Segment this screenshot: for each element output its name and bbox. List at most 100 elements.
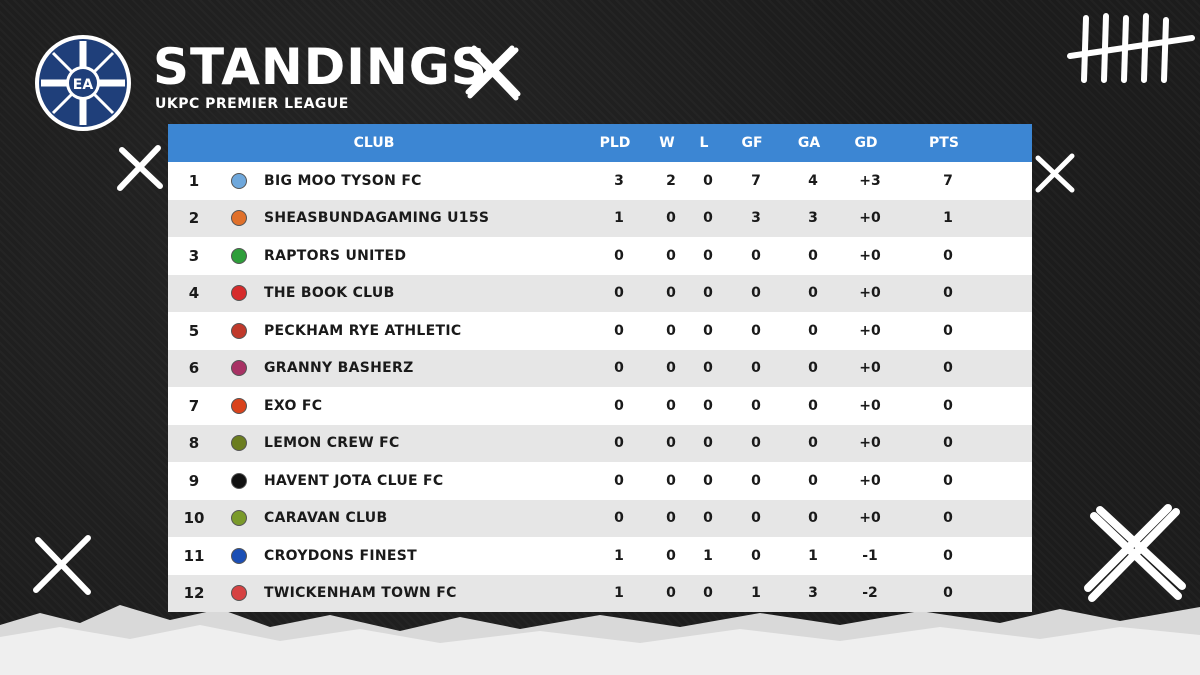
goal-difference-cell: +0 — [859, 322, 881, 339]
goal-difference-cell: +0 — [859, 435, 881, 452]
wins-cell: 2 — [666, 172, 676, 189]
club-crest-icon — [231, 547, 247, 564]
club-crest-icon — [231, 360, 247, 377]
club-name-cell: PECKHAM RYE ATHLETIC — [264, 322, 462, 339]
position-cell: 5 — [188, 321, 200, 340]
table-row: 2 SHEASBUNDAGAMING U15S 1 0 0 3 3 +0 1 — [168, 199, 1032, 237]
goals-against-cell: 1 — [808, 547, 818, 564]
club-badge-icon — [216, 285, 262, 302]
played-cell: 0 — [614, 322, 624, 339]
standings-table: CLUB PLD W L GF GA GD PTS 1 BIG MOO TYSON… — [168, 124, 1032, 612]
x-mark-icon — [1084, 504, 1186, 602]
goals-for-cell: 0 — [751, 435, 761, 452]
losses-cell: 0 — [703, 172, 713, 189]
goals-against-cell: 0 — [808, 247, 818, 264]
club-badge-icon — [216, 510, 262, 527]
goal-difference-cell: +0 — [859, 285, 881, 302]
club-badge-icon — [216, 547, 262, 564]
losses-cell: 1 — [703, 547, 713, 564]
column-header-ga: GA — [797, 135, 821, 151]
table-row: 4 THE BOOK CLUB 0 0 0 0 0 +0 0 — [168, 274, 1032, 312]
club-crest-icon — [231, 172, 247, 189]
goals-against-cell: 0 — [808, 435, 818, 452]
wins-cell: 0 — [666, 322, 676, 339]
svg-text:EA: EA — [73, 77, 94, 93]
goals-for-cell: 0 — [751, 510, 761, 527]
wins-cell: 0 — [666, 472, 676, 489]
played-cell: 0 — [614, 472, 624, 489]
page-title: STANDINGS — [153, 38, 488, 96]
goals-against-cell: 0 — [808, 322, 818, 339]
goal-difference-cell: +0 — [859, 247, 881, 264]
wins-cell: 0 — [666, 510, 676, 527]
goals-for-cell: 0 — [751, 547, 761, 564]
wins-cell: 0 — [666, 285, 676, 302]
goals-against-cell: 0 — [808, 397, 818, 414]
points-cell: 0 — [943, 585, 953, 602]
club-name-cell: LEMON CREW FC — [264, 435, 400, 452]
x-mark-icon — [465, 45, 521, 101]
wins-cell: 0 — [666, 397, 676, 414]
losses-cell: 0 — [703, 322, 713, 339]
table-row: 9 HAVENT JOTA CLUE FC 0 0 0 0 0 +0 0 — [168, 462, 1032, 500]
position-cell: 3 — [188, 246, 200, 265]
club-crest-icon — [231, 247, 247, 264]
goals-against-cell: 3 — [808, 585, 818, 602]
table-row: 1 BIG MOO TYSON FC 3 2 0 7 4 +3 7 — [168, 162, 1032, 200]
goal-difference-cell: +0 — [859, 510, 881, 527]
points-cell: 1 — [943, 210, 953, 227]
goal-difference-cell: +3 — [859, 172, 881, 189]
table-body: 1 BIG MOO TYSON FC 3 2 0 7 4 +3 7 2 SHEASBUNDAGAMI… — [168, 162, 1032, 612]
club-badge-icon — [216, 435, 262, 452]
played-cell: 0 — [614, 435, 624, 452]
club-badge-icon — [216, 172, 262, 189]
position-cell: 8 — [188, 434, 200, 453]
position-cell: 6 — [188, 359, 200, 378]
table-row: 8 LEMON CREW FC 0 0 0 0 0 +0 0 — [168, 424, 1032, 462]
column-header-pld: PLD — [599, 135, 631, 151]
club-crest-icon — [231, 285, 247, 302]
wins-cell: 0 — [666, 585, 676, 602]
goal-difference-cell: +0 — [859, 360, 881, 377]
losses-cell: 0 — [703, 210, 713, 227]
losses-cell: 0 — [703, 247, 713, 264]
club-badge-icon — [216, 322, 262, 339]
club-crest-icon — [231, 435, 247, 452]
points-cell: 0 — [943, 472, 953, 489]
club-badge-icon — [216, 585, 262, 602]
points-cell: 0 — [943, 322, 953, 339]
league-name: UKPC PREMIER LEAGUE — [155, 96, 349, 112]
column-header-l: L — [699, 135, 709, 151]
table-row: 12 TWICKENHAM TOWN FC 1 0 0 1 3 -2 0 — [168, 574, 1032, 612]
position-cell: 1 — [188, 171, 200, 190]
club-name-cell: SHEASBUNDAGAMING U15S — [264, 210, 490, 227]
club-name-cell: EXO FC — [264, 397, 323, 414]
club-badge-icon — [216, 247, 262, 264]
played-cell: 0 — [614, 360, 624, 377]
wins-cell: 0 — [666, 547, 676, 564]
club-name-cell: TWICKENHAM TOWN FC — [264, 585, 457, 602]
played-cell: 0 — [614, 247, 624, 264]
goals-for-cell: 7 — [751, 172, 761, 189]
x-mark-icon — [1035, 153, 1075, 193]
played-cell: 0 — [614, 285, 624, 302]
losses-cell: 0 — [703, 472, 713, 489]
goals-for-cell: 0 — [751, 285, 761, 302]
club-crest-icon — [231, 510, 247, 527]
goal-difference-cell: +0 — [859, 397, 881, 414]
goals-against-cell: 0 — [808, 472, 818, 489]
club-name-cell: HAVENT JOTA CLUE FC — [264, 472, 444, 489]
club-badge-icon — [216, 397, 262, 414]
played-cell: 1 — [614, 210, 624, 227]
points-cell: 0 — [943, 360, 953, 377]
wins-cell: 0 — [666, 360, 676, 377]
table-row: 5 PECKHAM RYE ATHLETIC 0 0 0 0 0 +0 0 — [168, 312, 1032, 350]
club-badge-icon — [216, 360, 262, 377]
club-crest-icon — [231, 322, 247, 339]
played-cell: 1 — [614, 585, 624, 602]
column-header-pts: PTS — [929, 135, 959, 151]
goals-for-cell: 0 — [751, 397, 761, 414]
club-crest-icon — [231, 397, 247, 414]
tally-marks-icon — [1067, 13, 1195, 83]
ea-badge-icon: EA — [35, 35, 131, 131]
